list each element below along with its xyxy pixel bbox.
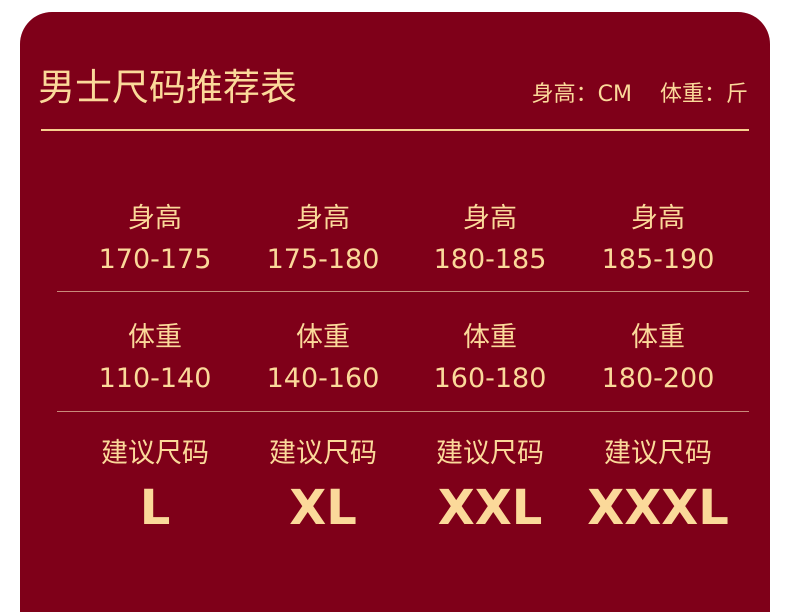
height-value: 175-180 (266, 244, 380, 275)
weight-value: 160-180 (433, 363, 547, 394)
weight-value: 140-160 (266, 363, 380, 394)
height-label: 身高 (463, 203, 517, 234)
size-label: 建议尺码 (269, 438, 377, 469)
weight-label: 体重 (296, 322, 350, 353)
weight-label: 体重 (631, 322, 685, 353)
weight-value: 180-200 (601, 363, 715, 394)
size-chart-card (20, 12, 770, 612)
size-label: 建议尺码 (604, 438, 712, 469)
row-divider (57, 291, 749, 292)
size-value: XL (289, 480, 357, 536)
weight-value: 110-140 (98, 363, 212, 394)
weight-label: 体重 (463, 322, 517, 353)
size-label: 建议尺码 (101, 438, 209, 469)
height-label: 身高 (296, 203, 350, 234)
height-value: 185-190 (601, 244, 715, 275)
height-label: 身高 (128, 203, 182, 234)
weight-unit: 体重：斤 (659, 82, 748, 107)
weight-label: 体重 (128, 322, 182, 353)
size-value: XXXL (587, 480, 729, 536)
chart-title: 男士尺码推荐表 (38, 66, 297, 109)
title-divider (41, 129, 749, 131)
size-value: L (139, 480, 171, 536)
height-unit: 身高：CM (531, 82, 632, 107)
size-value: XXL (437, 480, 543, 536)
size-label: 建议尺码 (436, 438, 544, 469)
height-label: 身高 (631, 203, 685, 234)
units-legend: 身高：CM 体重：斤 (504, 80, 748, 110)
height-value: 180-185 (433, 244, 547, 275)
row-divider (57, 411, 749, 412)
height-value: 170-175 (98, 244, 212, 275)
